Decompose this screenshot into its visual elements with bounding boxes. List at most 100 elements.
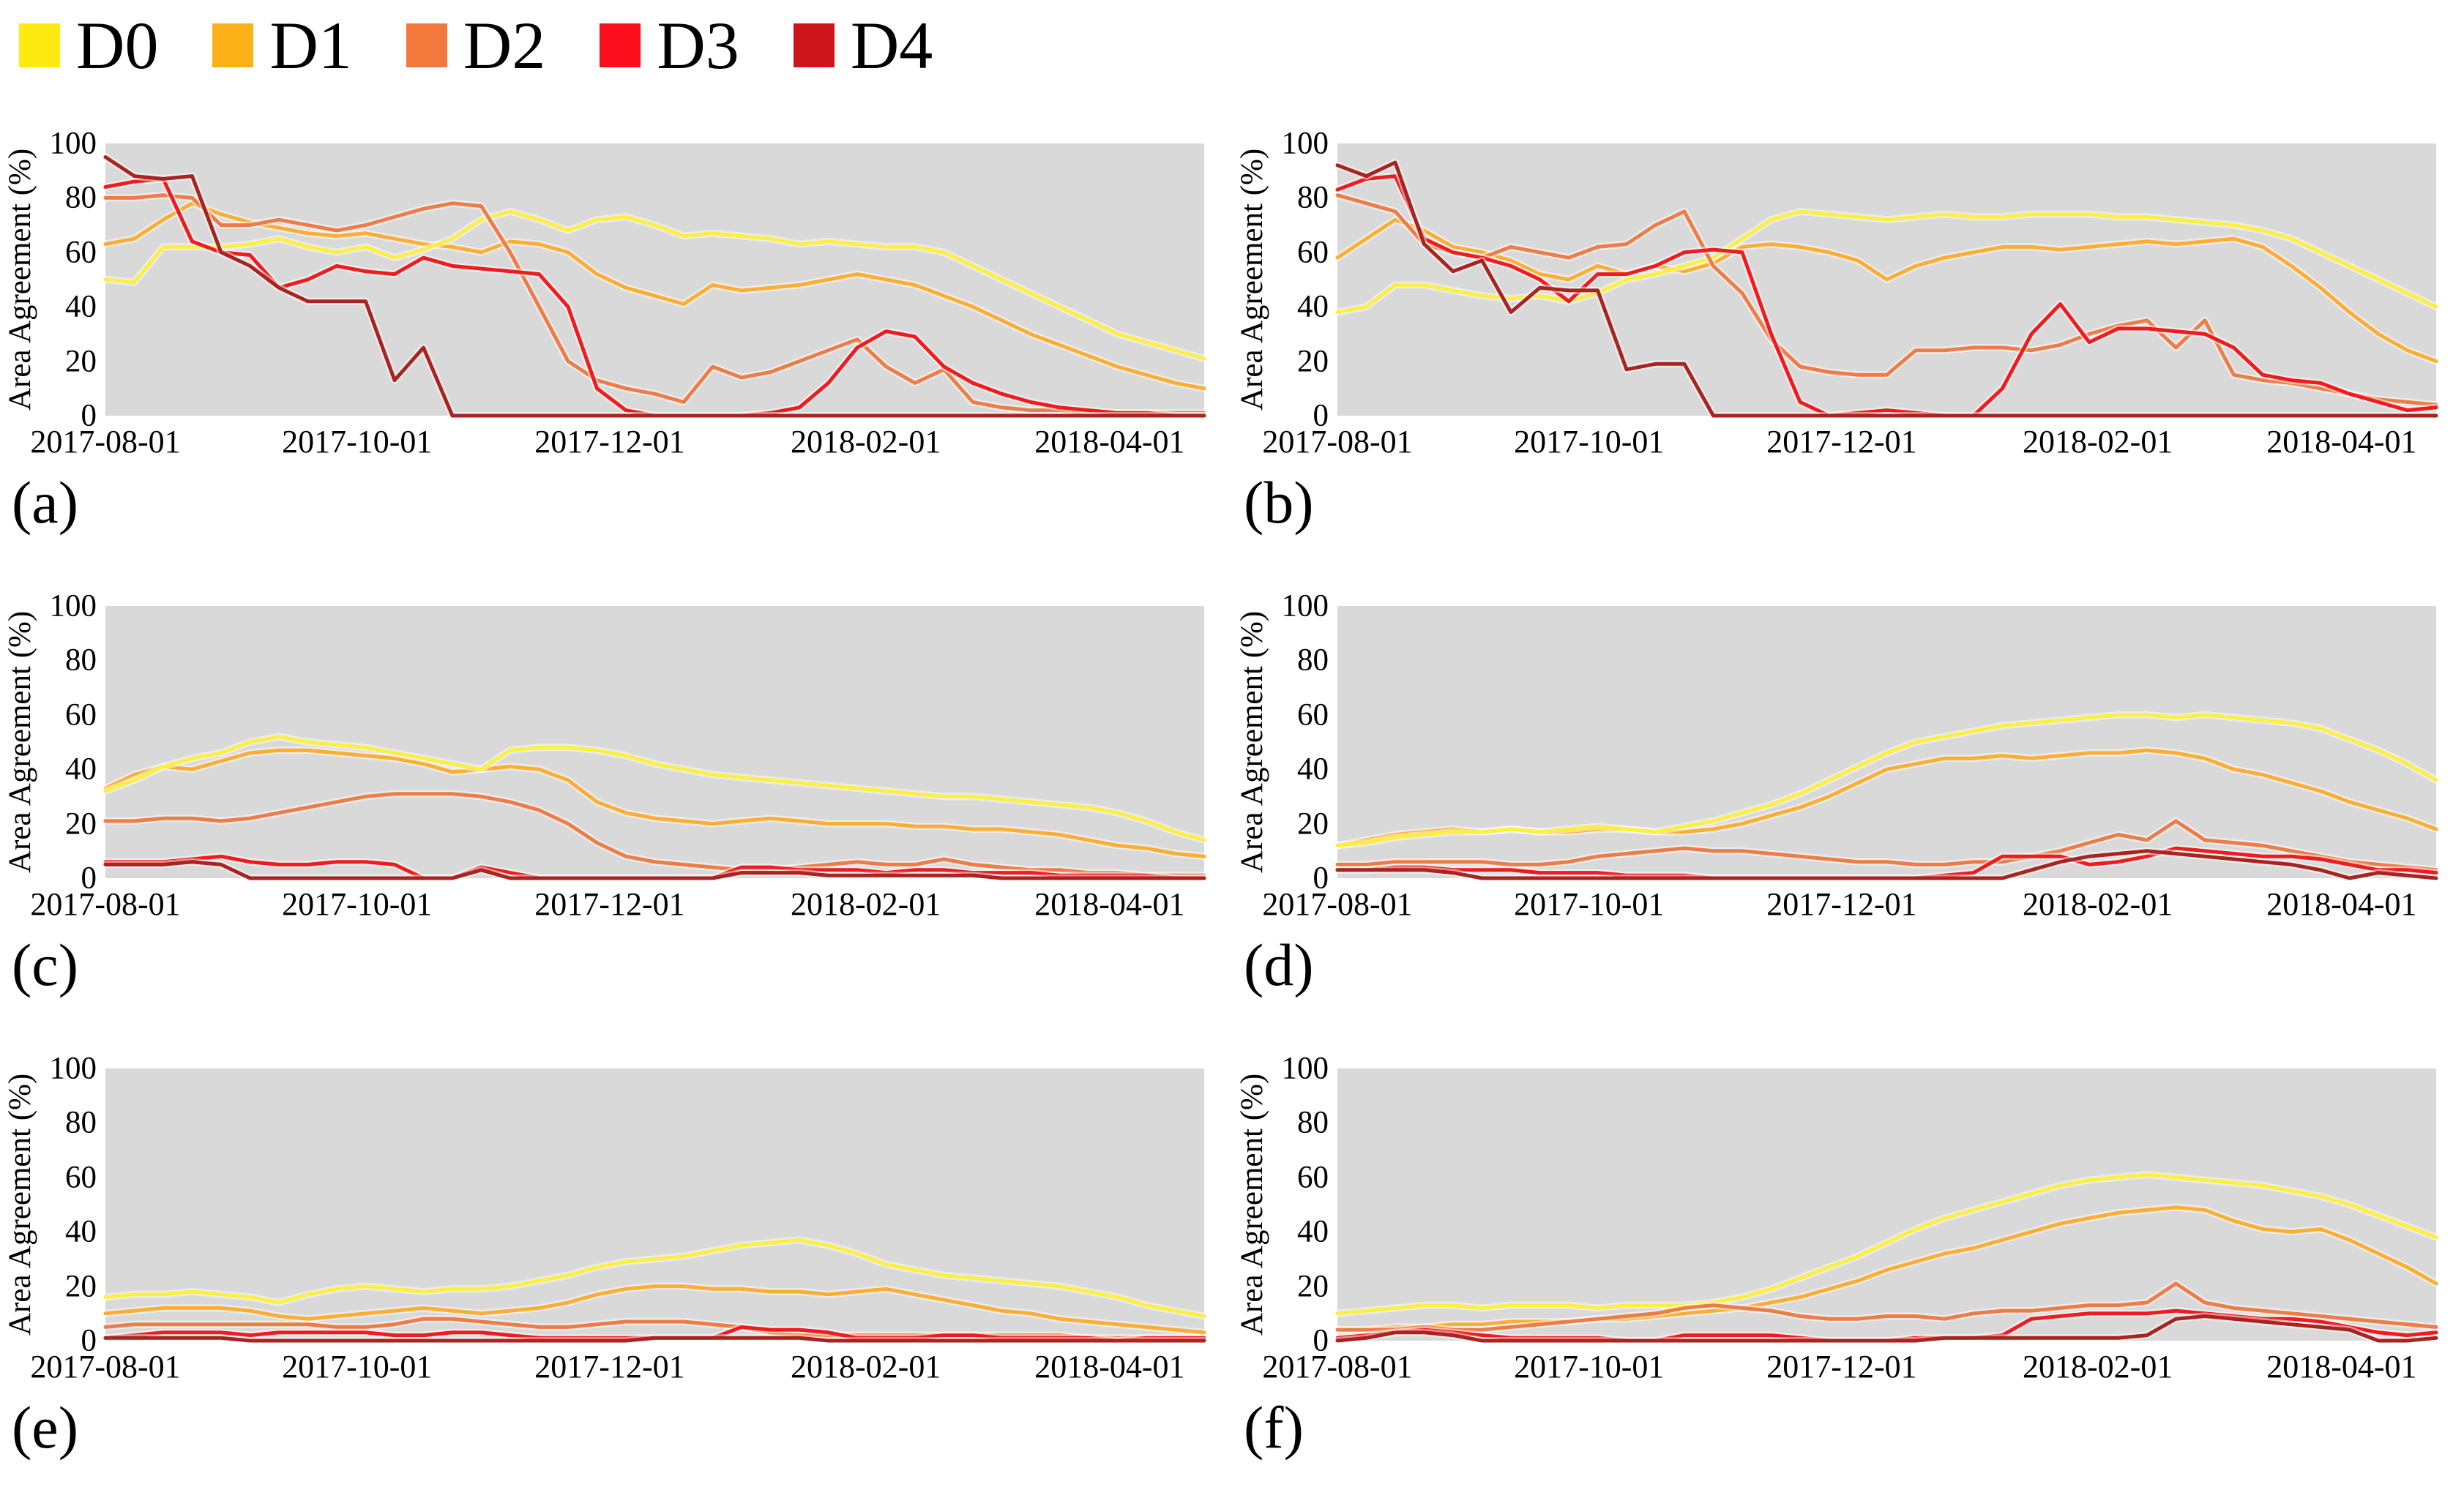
x-tick-label: 2018-02-01 xyxy=(2023,424,2173,460)
x-tick-label: 2017-10-01 xyxy=(282,424,433,460)
x-tick-label: 2017-10-01 xyxy=(1514,424,1665,460)
x-tick-label: 2017-12-01 xyxy=(534,886,685,922)
x-tick-label: 2018-04-01 xyxy=(1034,424,1185,460)
series-D4-line xyxy=(1335,1314,2438,1343)
x-tick-label: 2018-02-01 xyxy=(2023,1349,2173,1385)
d4-color-swatch-icon xyxy=(793,23,835,67)
panel-f-plot-wrap: Area Agreement (%) 0 20 40 60 80 100 xyxy=(1232,1053,2441,1357)
x-tick-label: 2017-08-01 xyxy=(1262,1349,1413,1385)
x-tick-label: 2017-12-01 xyxy=(1766,886,1917,922)
y-tick-label: 60 xyxy=(1297,235,1329,270)
x-tick-label: 2018-02-01 xyxy=(2023,886,2173,922)
plot-area-d xyxy=(1333,606,2441,882)
legend-label-d2: D2 xyxy=(463,8,546,83)
x-tick-label: 2017-10-01 xyxy=(1514,886,1665,922)
y-axis: 0 20 40 60 80 100 xyxy=(41,128,105,432)
series-D0-line xyxy=(1335,713,2438,847)
y-tick-label: 0 xyxy=(81,1323,97,1358)
panel-b: Area Agreement (%) 0 20 40 60 80 100 2017-08-… xyxy=(1232,128,2464,536)
plot-svg-b xyxy=(1333,159,2441,419)
legend-label-d4: D4 xyxy=(850,8,933,83)
y-axis: 0 20 40 60 80 100 xyxy=(1273,1053,1337,1357)
y-tick-label: 20 xyxy=(65,344,97,379)
x-axis: 2017-08-01 2017-10-01 2017-12-01 2018-02-01… xyxy=(1262,416,2436,461)
y-tick-label: 0 xyxy=(81,861,97,896)
panel-label-b: (b) xyxy=(1244,469,1314,536)
series-D4-halo xyxy=(101,153,1209,419)
series-D1-line xyxy=(1335,217,2438,364)
legend-item-d4: D4 xyxy=(793,8,933,83)
y-axis-title: Area Agreement (%) xyxy=(3,610,37,874)
series-D1-line xyxy=(1335,1205,2438,1332)
y-tick-label: 100 xyxy=(49,588,97,624)
plot-svg-a xyxy=(101,153,1209,419)
panel-d: Area Agreement (%) 0 20 40 60 80 100 2017-08-… xyxy=(1232,591,2464,995)
x-tick-label: 2017-08-01 xyxy=(1262,886,1413,922)
series-D2-line xyxy=(103,193,1206,415)
y-tick-label: 20 xyxy=(65,1269,97,1304)
panel-label-f: (f) xyxy=(1244,1394,1304,1461)
y-axis: 0 20 40 60 80 100 xyxy=(41,1053,105,1357)
panel-label-e: (e) xyxy=(12,1394,79,1461)
y-axis-title: Area Agreement (%) xyxy=(3,148,37,411)
x-tick-label: 2017-10-01 xyxy=(282,1349,433,1385)
y-tick-label: 60 xyxy=(65,235,97,270)
panel-label-c: (c) xyxy=(12,932,79,998)
y-tick-label: 100 xyxy=(1281,588,1329,624)
x-tick-label: 2018-02-01 xyxy=(791,1349,941,1385)
x-tick-label: 2017-12-01 xyxy=(1766,424,1917,460)
series-D0-line xyxy=(103,735,1206,842)
y-axis: 0 20 40 60 80 100 xyxy=(41,591,105,894)
y-axis-title: Area Agreement (%) xyxy=(3,1073,37,1336)
plot-area-e xyxy=(101,1068,1209,1344)
y-tick-label: 20 xyxy=(1297,344,1329,379)
y-tick-label: 100 xyxy=(1281,126,1329,161)
plot-area-c xyxy=(101,606,1209,882)
y-tick-label: 20 xyxy=(1297,806,1329,842)
panel-a: Area Agreement (%) 0 20 40 60 80 100 2017-08-… xyxy=(0,128,1232,533)
series-D0-line xyxy=(103,1237,1206,1318)
series-D2-line xyxy=(1335,193,2438,407)
y-tick-label: 100 xyxy=(49,1051,97,1086)
y-tick-label: 40 xyxy=(1297,1214,1329,1249)
panel-c-plot-wrap: Area Agreement (%) 0 20 40 60 80 100 xyxy=(0,591,1209,894)
y-tick-label: 100 xyxy=(1281,1051,1329,1086)
series-D4-line xyxy=(103,1336,1206,1343)
series-D0-line xyxy=(1335,209,2438,315)
y-axis: 0 20 40 60 80 100 xyxy=(1273,591,1337,894)
panel-d-plot-wrap: Area Agreement (%) 0 20 40 60 80 100 xyxy=(1232,591,2441,894)
series-D0-halo xyxy=(101,1236,1209,1320)
x-tick-label: 2017-12-01 xyxy=(534,1349,685,1385)
x-tick-label: 2018-02-01 xyxy=(791,424,941,460)
y-tick-label: 80 xyxy=(65,180,97,215)
y-tick-label: 60 xyxy=(1297,1160,1329,1195)
x-tick-label: 2018-04-01 xyxy=(2266,424,2417,460)
y-tick-label: 80 xyxy=(1297,1105,1329,1140)
y-tick-label: 0 xyxy=(1313,398,1329,433)
d2-color-swatch-icon xyxy=(406,23,447,67)
y-tick-label: 40 xyxy=(65,752,97,787)
y-tick-label: 40 xyxy=(65,289,97,324)
x-tick-label: 2017-08-01 xyxy=(30,1349,181,1385)
y-tick-label: 100 xyxy=(49,126,97,161)
y-axis-title: Area Agreement (%) xyxy=(1235,148,1269,411)
legend-item-d2: D2 xyxy=(406,12,545,79)
series-D1-line xyxy=(103,748,1206,858)
series-D3-line xyxy=(1335,174,2438,418)
panel-a-plot-wrap: Area Agreement (%) 0 20 40 60 80 100 xyxy=(0,128,1209,432)
x-tick-label: 2017-12-01 xyxy=(1766,1349,1917,1385)
d3-color-swatch-icon xyxy=(600,23,641,67)
panel-e-plot-wrap: Area Agreement (%) 0 20 40 60 80 100 xyxy=(0,1053,1209,1357)
legend: D0 D1 D2 D3 D4 xyxy=(0,0,2464,80)
y-axis: 0 20 40 60 80 100 xyxy=(1273,128,1337,432)
d1-color-swatch-icon xyxy=(212,23,254,67)
panel-c: Area Agreement (%) 0 20 40 60 80 100 2017-08-… xyxy=(0,591,1232,998)
series-D4-line xyxy=(103,860,1206,880)
series-D2-line xyxy=(103,792,1206,877)
y-tick-label: 40 xyxy=(1297,752,1329,787)
series-D1-line xyxy=(103,201,1206,391)
plot-area-f xyxy=(1333,1068,2441,1344)
y-axis-title: Area Agreement (%) xyxy=(1235,610,1269,874)
y-tick-label: 40 xyxy=(1297,289,1329,324)
x-tick-label: 2018-04-01 xyxy=(1034,1349,1185,1385)
